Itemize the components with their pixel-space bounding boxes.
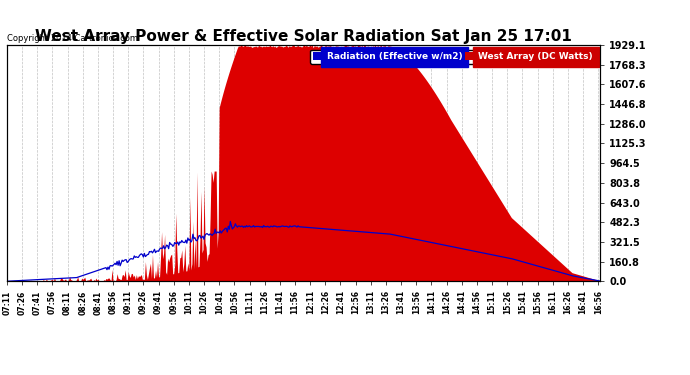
- Legend: Radiation (Effective w/m2), West Array (DC Watts): Radiation (Effective w/m2), West Array (…: [310, 50, 595, 64]
- Title: West Array Power & Effective Solar Radiation Sat Jan 25 17:01: West Array Power & Effective Solar Radia…: [35, 29, 572, 44]
- Text: Copyright 2014 Cartronics.com: Copyright 2014 Cartronics.com: [7, 34, 138, 43]
